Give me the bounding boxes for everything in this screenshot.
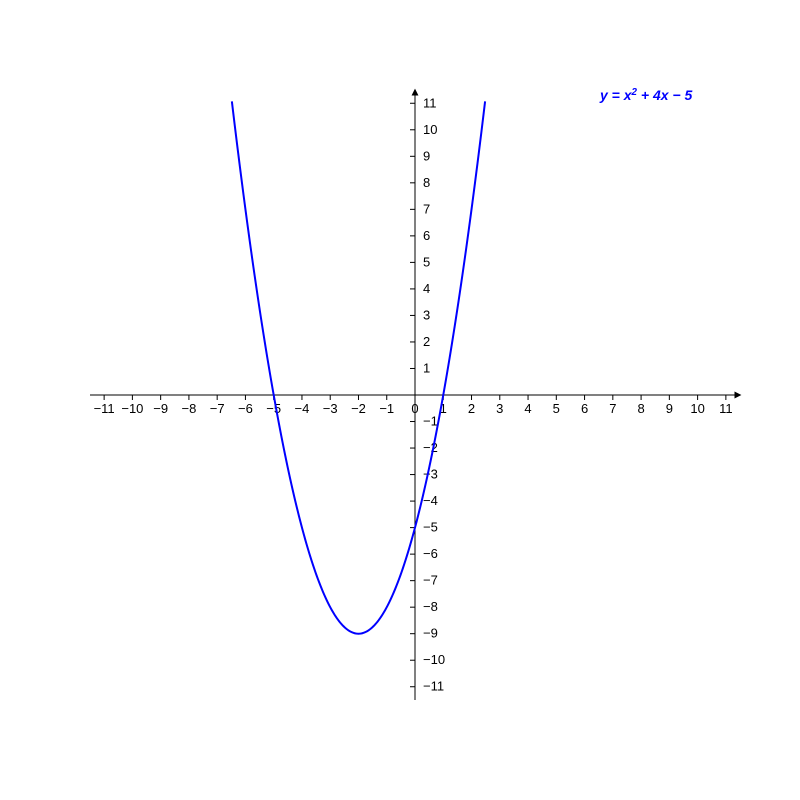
y-tick-label: 10 (423, 122, 437, 137)
y-tick-label: 8 (423, 175, 430, 190)
x-tick-label: 2 (468, 401, 475, 416)
y-tick-label: −2 (423, 440, 438, 455)
x-tick-label: 6 (581, 401, 588, 416)
x-tick-label: 7 (609, 401, 616, 416)
y-tick-label: −6 (423, 546, 438, 561)
y-tick-label: 11 (423, 95, 437, 110)
y-tick-label: −9 (423, 626, 438, 641)
y-tick-label: −3 (423, 467, 438, 482)
x-tick-label: −4 (295, 401, 310, 416)
x-tick-label: 3 (496, 401, 503, 416)
x-tick-label: 5 (553, 401, 560, 416)
y-tick-label: 1 (423, 360, 430, 375)
y-tick-label: −11 (423, 679, 444, 694)
x-tick-label: 4 (524, 401, 531, 416)
parabola-curve (232, 101, 485, 633)
y-tick-label: 3 (423, 307, 430, 322)
x-tick-label: 9 (666, 401, 673, 416)
x-tick-label: −1 (379, 401, 394, 416)
y-tick-label: −4 (423, 493, 438, 508)
x-tick-label: −7 (210, 401, 225, 416)
y-tick-label: 5 (423, 254, 430, 269)
y-tick-label: −1 (423, 414, 438, 429)
x-tick-label: −10 (121, 401, 143, 416)
y-tick-label: −5 (423, 520, 438, 535)
y-tick-label: 4 (423, 281, 430, 296)
x-tick-label: −3 (323, 401, 338, 416)
x-tick-label: −5 (266, 401, 281, 416)
y-tick-label: 7 (423, 201, 430, 216)
y-tick-label: −10 (423, 652, 445, 667)
x-tick-label: 0 (411, 401, 418, 416)
parabola-chart: −11−10−9−8−7−6−5−4−3−2−101234567891011−1… (0, 0, 800, 800)
x-tick-label: −9 (153, 401, 168, 416)
x-tick-label: −2 (351, 401, 366, 416)
y-tick-label: 9 (423, 148, 430, 163)
x-tick-label: 10 (690, 401, 704, 416)
y-tick-label: −7 (423, 573, 438, 588)
x-tick-label: 11 (719, 401, 733, 416)
x-tick-label: −11 (94, 401, 115, 416)
y-tick-label: −8 (423, 599, 438, 614)
chart-svg: −11−10−9−8−7−6−5−4−3−2−101234567891011−1… (0, 0, 800, 800)
x-tick-label: −8 (181, 401, 196, 416)
y-tick-label: 6 (423, 228, 430, 243)
x-tick-label: −6 (238, 401, 253, 416)
equation-label: y = x2 + 4x − 5 (599, 87, 692, 104)
y-tick-label: 2 (423, 334, 430, 349)
x-tick-label: 8 (637, 401, 644, 416)
